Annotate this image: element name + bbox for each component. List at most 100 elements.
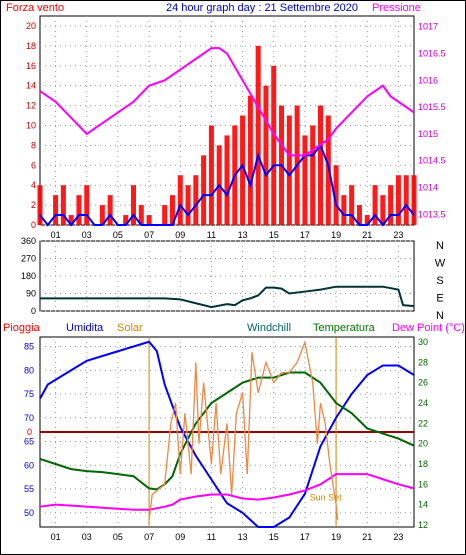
- wind-speed-bar: [247, 95, 253, 225]
- y-left-tick-label: 60: [24, 460, 34, 470]
- wind-speed-bar: [60, 185, 66, 225]
- wind-speed-bar: [76, 195, 82, 225]
- y-left-tick-label: 360: [21, 236, 36, 246]
- wind-speed-bar: [107, 195, 113, 225]
- y-right-tick-label: 12: [418, 520, 428, 530]
- x-tick-label: 03: [82, 532, 92, 542]
- y-right-tick-label: 28: [418, 357, 428, 367]
- humidity-line: [39, 340, 415, 528]
- wind-speed-bar: [84, 185, 90, 225]
- y-left-tick-label: 80: [24, 365, 34, 375]
- y-left-tick-label: 2: [31, 200, 36, 210]
- wind-speed-bar: [177, 175, 183, 225]
- dew-point-line: [39, 473, 415, 511]
- y-right-tick-label: 1016.5: [418, 49, 446, 59]
- y-right-tick-label: 26: [418, 378, 428, 388]
- wind-speed-bar: [138, 205, 144, 225]
- wind-direction-line: [40, 285, 415, 309]
- x-tick-label: 03: [82, 230, 92, 240]
- wind-speed-bar: [310, 125, 316, 225]
- x-tick-label: 17: [300, 230, 310, 240]
- x-tick-label: 23: [393, 532, 403, 542]
- wind-speed-bar: [53, 195, 59, 225]
- wind-speed-bar: [302, 135, 308, 225]
- x-tick-label: 19: [331, 230, 341, 240]
- x-tick-label: 07: [144, 532, 154, 542]
- legend-windchill: Windchill: [247, 322, 291, 334]
- wind-speed-bar: [356, 205, 362, 225]
- y-left-tick-label: 8: [31, 140, 36, 150]
- wind-speed-bar: [395, 175, 401, 225]
- x-tick-label: 07: [144, 230, 154, 240]
- wind-speed-bar: [201, 155, 207, 225]
- y-right-tick-label: 1014: [418, 182, 438, 192]
- wind-speed-bar: [318, 105, 323, 225]
- wind-speed-bar: [271, 65, 277, 225]
- legend-rain: Pioggia: [3, 322, 41, 334]
- wind-speed-bar: [169, 195, 175, 225]
- y-left-tick-label: 20: [26, 21, 36, 31]
- y-left-tick-label: 65: [24, 437, 34, 447]
- y-left-tick-label: 16: [26, 61, 36, 71]
- rain-zero-label: 0: [27, 427, 32, 437]
- y-right-tick-label: 1016: [418, 75, 438, 85]
- wind-average-line: [39, 143, 415, 227]
- legend-humidity: Umidita: [66, 322, 104, 334]
- wind-pressure-panel: 01 03 05 07 09 11 13 15 17 19 21 23 0 2 4 6 8 10 12 14 16 18 2…: [26, 15, 446, 240]
- x-tick-label: 23: [393, 230, 403, 240]
- x-tick-label: 11: [207, 230, 216, 240]
- y-right-tick-label: 1013.5: [418, 209, 446, 219]
- x-tick-label: 21: [362, 230, 372, 240]
- y-right-tick-label: 24: [418, 398, 428, 408]
- wind-speed-bar: [388, 185, 394, 225]
- x-tick-label: 19: [331, 532, 341, 542]
- wind-speed-bar: [99, 205, 105, 225]
- y-left-tick-label: 50: [24, 508, 34, 518]
- pressure-line: [39, 47, 415, 157]
- y-right-tick-label: 16: [418, 479, 428, 489]
- x-tick-label: 01: [51, 532, 61, 542]
- legend-temperature: Temperatura: [313, 322, 376, 334]
- compass-label: N: [436, 310, 444, 322]
- y-left-tick-label: 0: [31, 220, 36, 230]
- x-tick-label: 05: [113, 230, 123, 240]
- sunset-annotation: Sun Set: [310, 493, 343, 503]
- compass-label: N: [436, 240, 444, 252]
- y-left-tick-label: 4: [31, 180, 36, 190]
- solar-line: [148, 339, 339, 520]
- y-left-tick-label: 90: [26, 289, 36, 299]
- wind-speed-bar: [286, 115, 292, 225]
- y-left-tick-label: 180: [21, 271, 36, 281]
- y-left-tick-label: 6: [31, 160, 36, 170]
- wind-speed-bar: [333, 165, 339, 225]
- x-tick-label: 11: [207, 532, 216, 542]
- y-left-tick-label: 75: [24, 389, 34, 399]
- wind-speed-bar: [185, 185, 191, 225]
- legend-dew-point: Dew Point (°C): [392, 322, 465, 334]
- wind-speed-bar: [224, 135, 230, 225]
- compass-label: E: [436, 293, 443, 305]
- y-right-tick-label: 30: [418, 337, 428, 347]
- temperature-line: [39, 371, 415, 491]
- y-right-tick-label: 1014.5: [418, 156, 446, 166]
- wind-speed-label: Forza vento: [6, 2, 64, 14]
- y-left-tick-label: 14: [26, 81, 36, 91]
- y-left-tick-label: 18: [26, 41, 36, 51]
- wind-speed-bar: [123, 215, 129, 225]
- y-right-tick-label: 18: [418, 459, 428, 469]
- wind-speed-bar: [68, 215, 74, 225]
- wind-speed-bar: [37, 185, 43, 225]
- y-left-tick-label: 55: [24, 484, 34, 494]
- wind-speed-bar: [341, 195, 347, 225]
- y-left-tick-label: 0: [31, 306, 36, 316]
- chart-title: 24 hour graph day : 21 Settembre 2020: [166, 2, 358, 14]
- wind-speed-bar: [240, 115, 246, 225]
- legend-solar: Solar: [117, 322, 143, 334]
- x-tick-label: 09: [175, 230, 185, 240]
- wind-speed-bar: [372, 185, 378, 225]
- wind-speed-bar: [131, 185, 136, 225]
- wind-speed-bar: [403, 175, 409, 225]
- y-right-tick-label: 22: [418, 418, 428, 428]
